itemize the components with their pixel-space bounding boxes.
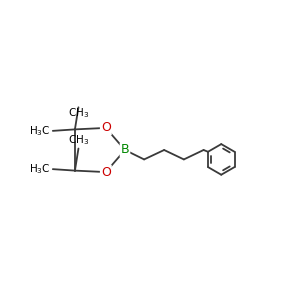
Text: CH$_3$: CH$_3$	[68, 133, 90, 147]
Text: H$_3$C: H$_3$C	[29, 162, 50, 176]
Text: H$_3$C: H$_3$C	[29, 124, 50, 138]
Text: O: O	[101, 166, 111, 178]
Text: O: O	[101, 122, 111, 134]
Text: CH$_3$: CH$_3$	[68, 106, 90, 120]
Text: B: B	[121, 143, 129, 157]
